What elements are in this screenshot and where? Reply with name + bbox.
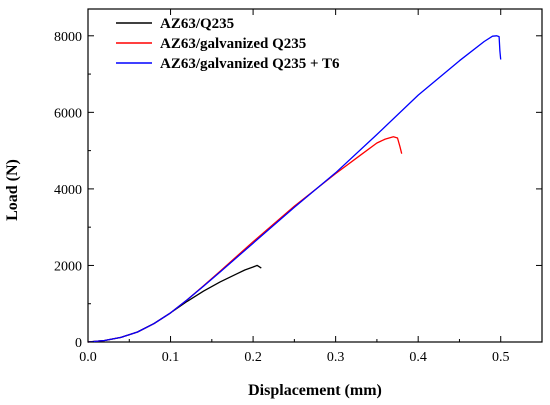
x-axis-title: Displacement (mm) xyxy=(248,382,382,399)
legend-label: AZ63/galvanized Q235 xyxy=(160,36,306,52)
legend-label: AZ63/galvanized Q235 + T6 xyxy=(160,56,340,72)
x-ticks: 0.0 0.1 0.2 0.3 0.4 0.5 xyxy=(79,9,543,365)
y-tick-label: 2000 xyxy=(54,259,82,274)
y-tick-label: 6000 xyxy=(54,106,82,121)
series-line-2 xyxy=(87,136,403,343)
series-line-3 xyxy=(87,35,502,343)
y-tick-label: 4000 xyxy=(54,183,82,198)
y-tick-label: 8000 xyxy=(54,30,82,45)
plot-frame xyxy=(87,8,543,343)
x-tick-label: 0.0 xyxy=(79,350,97,365)
x-tick-label: 0.5 xyxy=(492,350,510,365)
y-axis-title: Load (N) xyxy=(4,159,21,221)
legend-label: AZ63/Q235 xyxy=(160,16,234,32)
x-tick-label: 0.2 xyxy=(244,350,262,365)
series-line-1 xyxy=(87,264,262,343)
x-tick-label: 0.3 xyxy=(327,350,345,365)
x-tick-label: 0.4 xyxy=(409,350,427,365)
x-tick-label: 0.1 xyxy=(162,350,180,365)
y-tick-label: 0 xyxy=(75,336,82,351)
legend: AZ63/Q235 AZ63/galvanized Q235 AZ63/galvan… xyxy=(116,16,340,72)
axes xyxy=(87,8,543,343)
y-ticks: 0 2000 4000 6000 8000 xyxy=(54,30,542,351)
plot-lines xyxy=(87,35,502,343)
